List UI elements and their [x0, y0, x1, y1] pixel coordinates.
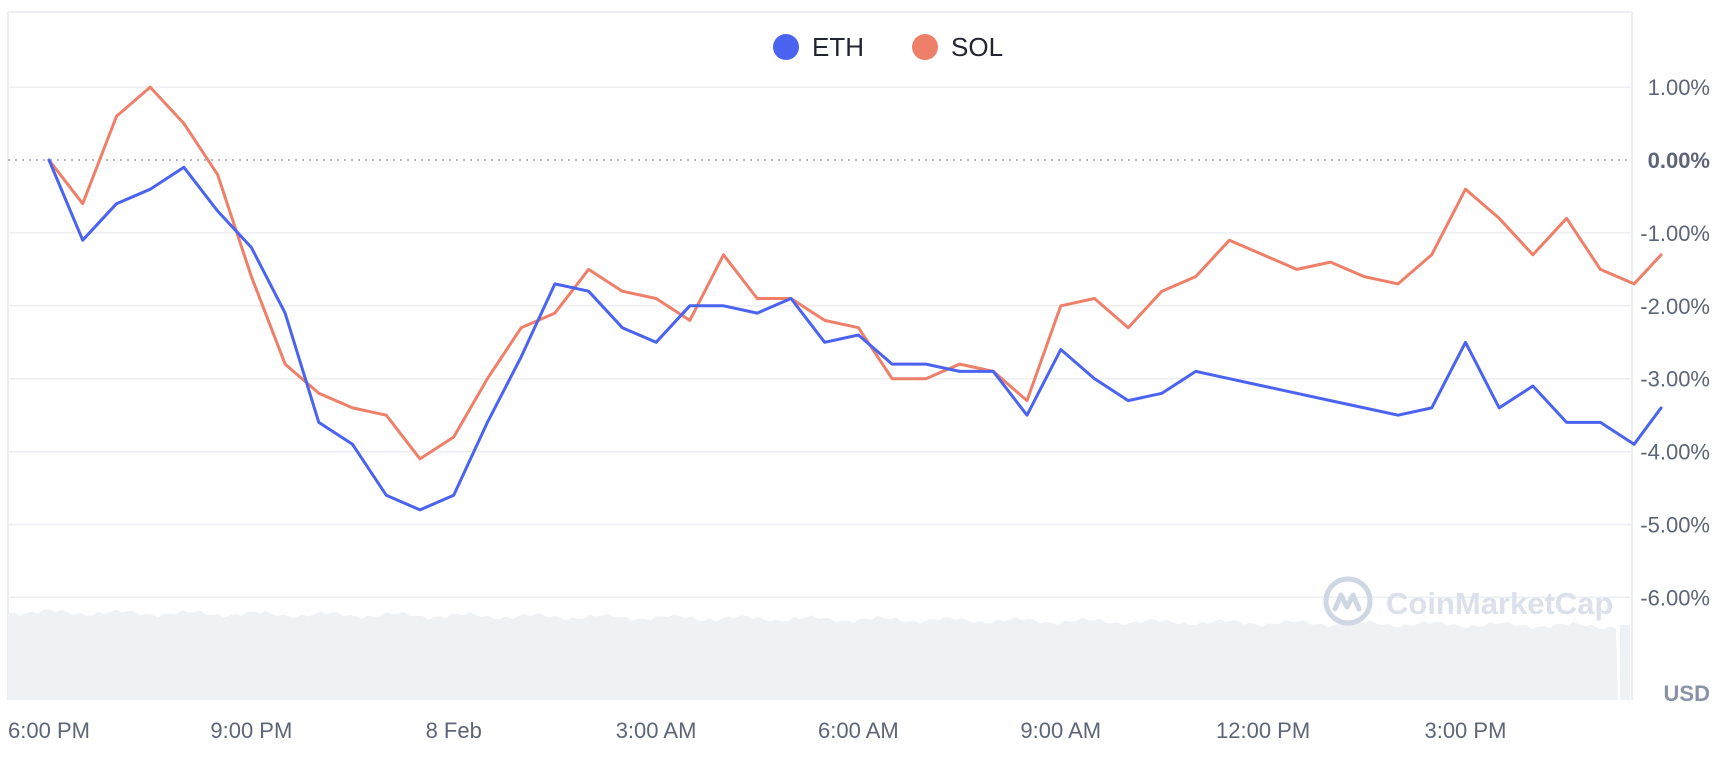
legend[interactable]: ETH SOL — [773, 32, 1003, 62]
legend-label: SOL — [951, 32, 1003, 62]
legend-item-eth[interactable]: ETH — [773, 32, 864, 62]
x-tick-label: 8 Feb — [426, 718, 482, 743]
x-tick-label: 9:00 AM — [1020, 718, 1101, 743]
x-tick-label: 9:00 PM — [210, 718, 292, 743]
volume-bars — [8, 609, 1630, 700]
y-tick-label: -5.00% — [1640, 513, 1710, 538]
y-tick-label: 0.00% — [1648, 148, 1710, 173]
legend-swatch — [912, 34, 938, 60]
watermark: CoinMarketCap — [1323, 576, 1613, 626]
y-tick-label: -2.00% — [1640, 294, 1710, 319]
coinmarketcap-logo-icon — [1323, 576, 1373, 626]
axis-labels: 1.00% 0.00% -1.00% -2.00% -3.00% -4.00% -5.00%… — [8, 75, 1710, 743]
volume-axis-label: USD — [1664, 681, 1710, 706]
x-tick-label: 6:00 AM — [818, 718, 899, 743]
x-tick-label: 12:00 PM — [1216, 718, 1310, 743]
y-tick-label: -1.00% — [1640, 221, 1710, 246]
x-tick-label: 6:00 PM — [8, 718, 90, 743]
legend-label: ETH — [812, 32, 864, 62]
grid-layer — [7, 11, 1633, 700]
x-tick-label: 3:00 PM — [1424, 718, 1506, 743]
x-tick-label: 3:00 AM — [616, 718, 697, 743]
y-tick-label: -6.00% — [1640, 585, 1710, 610]
y-tick-label: -4.00% — [1640, 440, 1710, 465]
y-tick-label: -3.00% — [1640, 367, 1710, 392]
legend-swatch — [773, 34, 799, 60]
series-line-sol[interactable] — [47, 85, 1663, 461]
volume-area — [8, 609, 1618, 700]
volume-bar — [1620, 625, 1630, 700]
watermark-text: CoinMarketCap — [1386, 586, 1613, 621]
legend-item-sol[interactable]: SOL — [912, 32, 1003, 62]
y-tick-label: 1.00% — [1648, 75, 1710, 100]
series-layer — [47, 85, 1663, 512]
series-line-eth[interactable] — [47, 158, 1663, 512]
